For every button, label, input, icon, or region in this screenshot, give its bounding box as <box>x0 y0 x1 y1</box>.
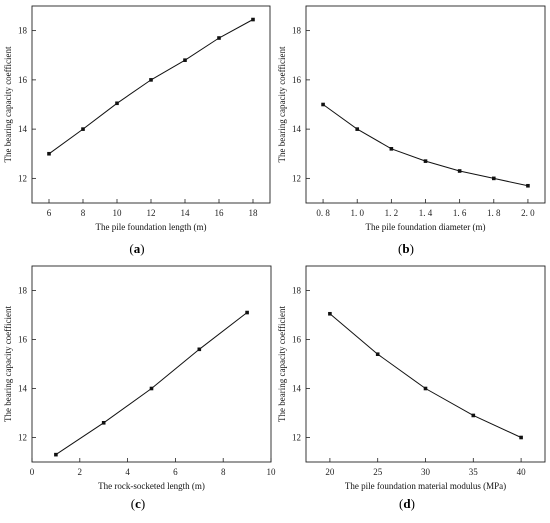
x-tick-label: 1. 0 <box>350 208 364 218</box>
data-point <box>355 127 360 131</box>
panel-d: 20 25 30 35 40 12 14 16 18 The pile foundation ma… <box>277 265 546 511</box>
y-tick-label: 16 <box>18 75 28 85</box>
y-tick-label: 12 <box>18 433 27 443</box>
x-tick-label: 8 <box>221 467 226 477</box>
data-point <box>115 101 119 106</box>
x-tick-label: 8 <box>81 208 86 218</box>
data-point <box>457 169 462 173</box>
data-point <box>54 452 58 457</box>
series-line <box>48 19 254 155</box>
y-tick-label: 18 <box>292 26 302 36</box>
data-point <box>423 386 428 391</box>
x-axis-label: The pile foundation material modulus (MP… <box>345 481 506 491</box>
x-tick-label: 16 <box>215 208 225 218</box>
y-axis-label: The bearing capacity coefficient <box>3 46 13 163</box>
y-axis-label: The bearing capacity coefficient <box>3 305 13 422</box>
y-tick-label: 12 <box>18 173 27 183</box>
x-tick-label: 20 <box>325 467 335 477</box>
data-point <box>375 352 380 356</box>
data-point <box>526 183 530 188</box>
x-axis-label: The rock-socketed length (m) <box>98 481 205 491</box>
x-tick-label: 2. 0 <box>521 208 535 218</box>
data-point <box>389 147 394 151</box>
data-point <box>197 347 202 352</box>
data-point <box>491 176 496 181</box>
y-tick-label: 16 <box>18 335 28 345</box>
panel-a: 6 8 10 12 14 16 18 12 14 16 18 The pile foundation … <box>3 5 271 256</box>
data-point <box>471 413 476 418</box>
panel-b: 0. 8 1. 0 1. 2 1. 4 1. 6 1. 8 2. 0 12 14 16 18 The … <box>277 5 546 256</box>
y-axis-label: The bearing capacity coefficient <box>277 46 287 163</box>
x-axis-label: The pile foundation length (m) <box>96 222 207 232</box>
data-point <box>81 127 85 131</box>
y-axis-label: The bearing capacity coefficient <box>277 305 287 422</box>
data-point <box>321 102 325 107</box>
panel-caption: (b) <box>398 241 414 256</box>
data-point <box>101 421 106 425</box>
x-tick-label: 6 <box>47 208 52 218</box>
data-point <box>328 311 332 316</box>
series-line <box>55 312 248 456</box>
x-tick-label: 10 <box>267 467 277 477</box>
data-point <box>251 17 255 22</box>
x-tick-label: 18 <box>249 208 259 218</box>
y-tick-label: 18 <box>292 286 302 296</box>
y-tick-label: 12 <box>292 433 301 443</box>
panel-c: 0 2 4 6 8 10 12 14 16 18 The rock-socketed length … <box>3 265 277 511</box>
y-tick-label: 18 <box>18 286 28 296</box>
plot-frame <box>31 265 272 463</box>
data-point <box>149 78 153 82</box>
panel-caption: (a) <box>129 241 144 256</box>
data-point <box>217 36 221 40</box>
x-tick-label: 1. 8 <box>487 208 501 218</box>
panel-caption: (d) <box>399 496 415 511</box>
x-tick-label: 12 <box>147 208 156 218</box>
plot-frame <box>31 5 271 204</box>
x-tick-label: 25 <box>373 467 383 477</box>
x-tick-label: 6 <box>173 467 178 477</box>
plot-frame <box>305 5 546 204</box>
x-tick-label: 2 <box>78 467 83 477</box>
data-point <box>149 386 154 391</box>
x-tick-label: 1. 6 <box>453 208 467 218</box>
x-tick-label: 1. 2 <box>385 208 399 218</box>
data-point <box>245 310 249 315</box>
data-point <box>183 58 187 62</box>
x-tick-label: 14 <box>181 208 191 218</box>
y-tick-label: 16 <box>292 335 302 345</box>
x-axis-label: The pile foundation diameter (m) <box>366 222 486 232</box>
series-line <box>329 313 522 438</box>
data-point <box>47 151 51 156</box>
y-tick-label: 16 <box>292 75 302 85</box>
x-tick-label: 1. 4 <box>419 208 433 218</box>
series-line <box>322 104 529 187</box>
x-tick-label: 0 <box>30 467 35 477</box>
x-tick-label: 40 <box>517 467 527 477</box>
data-point <box>519 435 523 440</box>
x-tick-label: 0. 8 <box>316 208 330 218</box>
y-tick-label: 14 <box>292 384 302 394</box>
x-tick-label: 4 <box>125 467 130 477</box>
y-tick-label: 12 <box>292 173 301 183</box>
y-tick-label: 14 <box>292 124 302 134</box>
data-point <box>423 159 428 163</box>
panel-caption: (c) <box>131 496 145 511</box>
x-tick-label: 10 <box>113 208 123 218</box>
y-tick-label: 14 <box>18 384 28 394</box>
y-tick-label: 14 <box>18 124 28 134</box>
x-tick-label: 30 <box>421 467 431 477</box>
y-tick-label: 18 <box>18 26 28 36</box>
plot-frame <box>305 265 546 463</box>
x-tick-label: 35 <box>469 467 479 477</box>
